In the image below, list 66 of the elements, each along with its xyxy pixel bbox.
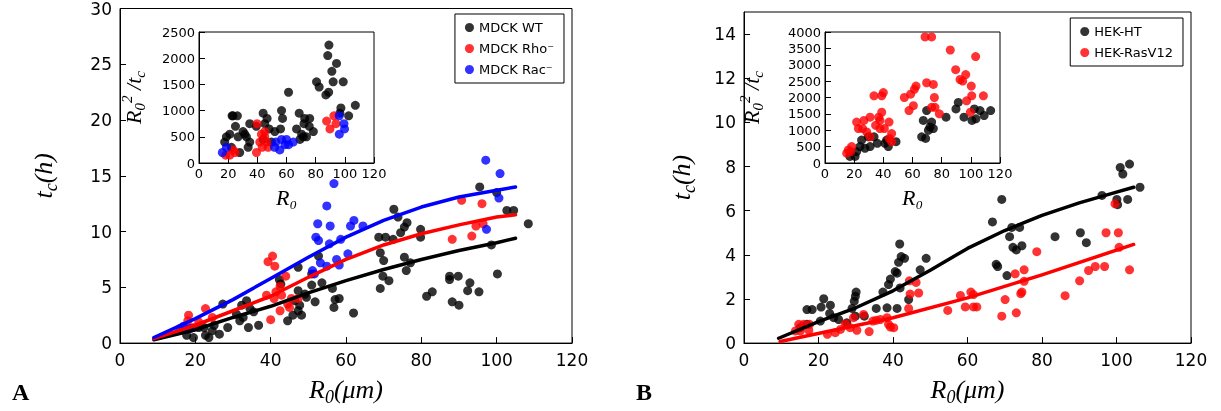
text: A: [12, 379, 30, 406]
y-tick-label: 3500: [787, 40, 821, 56]
legend-label: HEK-RasV12: [1094, 45, 1173, 60]
y-tick-label: 2500: [161, 24, 195, 40]
y-tick-label: 10: [90, 221, 112, 242]
x-tick-label: 60: [335, 349, 357, 370]
x-tick-label: 120: [1174, 349, 1208, 370]
y-tick-label: 25: [90, 54, 112, 75]
y-tick-label: 10: [714, 112, 736, 133]
x-tick-label: 40: [249, 166, 266, 181]
text: B: [636, 379, 653, 406]
x-tick-label: 100: [958, 166, 984, 181]
x-axis-title: R₀: [274, 184, 298, 210]
x-tick-label: 100: [480, 349, 513, 370]
legend-label: MDCK WT: [478, 20, 543, 35]
y-tick-label: 5: [101, 277, 112, 298]
y-tick-label: 2000: [787, 90, 821, 105]
y-tick-label: 4000: [787, 24, 821, 40]
x-tick-label: 100: [1100, 349, 1133, 370]
x-tick-label: 120: [361, 166, 387, 181]
legend-label: MDCK Rho⁻: [478, 41, 555, 56]
x-tick-label: 80: [307, 166, 324, 181]
y-tick-label: 0: [725, 333, 736, 354]
x-axis-title: R₀: [900, 184, 924, 210]
y-tick-label: 1500: [161, 76, 195, 92]
y-tick-label: 2500: [787, 73, 821, 89]
legend-label: MDCK Rac⁻: [478, 62, 553, 77]
x-tick-label: 20: [845, 166, 863, 181]
x-tick-label: 60: [278, 166, 295, 181]
y-tick-label: 12: [714, 68, 736, 89]
y-tick-label: 0: [101, 333, 112, 354]
y-tick-label: 500: [170, 129, 195, 145]
y-tick-label: 500: [796, 139, 821, 155]
y-tick-label: 2000: [161, 50, 195, 66]
x-tick-label: 0: [114, 349, 126, 370]
y-tick-label: 20: [90, 110, 112, 131]
y-tick-label: 30: [90, 0, 112, 19]
x-tick-label: 60: [904, 166, 921, 181]
y-tick-label: 0: [812, 155, 821, 171]
x-tick-label: 0: [738, 349, 750, 370]
x-tick-label: 120: [987, 166, 1013, 181]
y-axis-title: tc(h): [667, 154, 699, 201]
y-tick-label: 1000: [161, 103, 195, 119]
y-tick-label: 2: [725, 288, 736, 309]
y-axis-title: R02 /tc: [118, 70, 148, 125]
x-tick-label: 80: [1031, 349, 1053, 370]
y-tick-label: 4: [725, 244, 736, 265]
x-tick-label: 20: [219, 166, 237, 181]
y-axis-title: tc(h): [29, 153, 61, 199]
x-tick-label: 40: [875, 166, 892, 181]
x-tick-label: 80: [933, 166, 950, 181]
x-tick-label: 40: [882, 349, 904, 370]
x-tick-label: 60: [956, 349, 979, 370]
y-tick-label: 6: [725, 200, 736, 221]
y-tick-label: 15: [90, 165, 112, 186]
y-tick-label: 1500: [787, 106, 821, 122]
x-tick-label: 120: [555, 349, 589, 370]
y-tick-label: 3000: [787, 57, 821, 73]
y-tick-label: 8: [725, 156, 736, 177]
y-tick-label: 0: [186, 155, 195, 171]
x-tick-label: 100: [332, 166, 358, 181]
x-tick-label: 40: [259, 349, 282, 370]
y-tick-label: 14: [714, 24, 736, 45]
legend-label: HEK-HT: [1094, 24, 1142, 39]
y-tick-label: 1000: [787, 122, 821, 138]
x-tick-label: 80: [410, 349, 433, 370]
